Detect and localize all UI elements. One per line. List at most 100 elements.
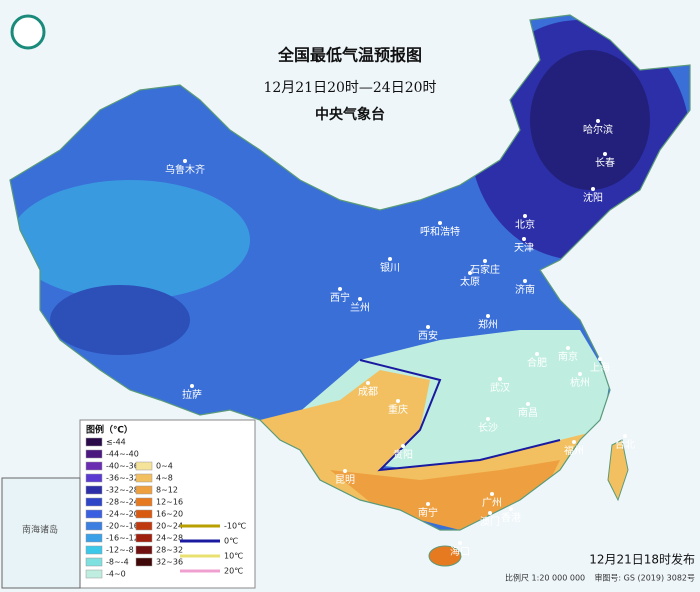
legend-swatch <box>135 521 153 531</box>
legend-swatch <box>85 437 103 447</box>
city-dot <box>401 444 405 448</box>
legend-label: -36~-32 <box>106 474 139 483</box>
legend-label: -44~-40 <box>106 450 139 459</box>
city-dot <box>488 511 492 515</box>
city-label: 武汉 <box>490 381 510 394</box>
legend-swatch <box>135 545 153 555</box>
city-dot <box>338 287 342 291</box>
legend-swatch <box>135 473 153 483</box>
city-dot <box>426 325 430 329</box>
city-label: 福州 <box>564 444 584 457</box>
legend-label: -20~-16 <box>106 522 139 531</box>
city-label: 呼和浩特 <box>420 226 460 238</box>
city-label: 济南 <box>515 283 535 296</box>
legend-swatch <box>135 497 153 507</box>
city-label: 昆明 <box>335 474 355 486</box>
city-label: 澳门 <box>480 515 500 528</box>
city-label: 海口 <box>450 545 470 558</box>
legend-label: 0~4 <box>156 462 173 471</box>
city-dot <box>522 237 526 241</box>
city-dot <box>343 469 347 473</box>
legend-label: 16~20 <box>156 510 183 519</box>
legend-label: 32~36 <box>156 558 183 567</box>
legend-line-label: 0℃ <box>224 537 238 546</box>
city-dot <box>603 152 607 156</box>
legend-label: 12~16 <box>156 498 183 507</box>
issued: 12月21日18时发布 <box>589 552 695 567</box>
legend-swatch <box>135 461 153 471</box>
legend-label: 20~24 <box>156 522 183 531</box>
city-label: 太原 <box>460 275 480 288</box>
legend-swatch <box>85 449 103 459</box>
legend-label: ≤-44 <box>106 438 126 447</box>
city-label: 台北 <box>615 438 635 451</box>
legend-swatch <box>135 557 153 567</box>
city-dot <box>366 381 370 385</box>
legend-swatch <box>85 521 103 531</box>
city-label: 拉萨 <box>182 388 202 401</box>
city-dot <box>591 187 595 191</box>
city-label: 合肥 <box>527 356 547 369</box>
city-label: 银川 <box>380 261 400 274</box>
scale: 比例尺 1:20 000 000 <box>505 573 585 583</box>
legend-label: -32~-28 <box>106 486 139 495</box>
legend-swatch <box>85 569 103 579</box>
legend-swatch <box>85 485 103 495</box>
city-label: 郑州 <box>478 318 498 331</box>
city-label: 长春 <box>595 157 615 169</box>
legend-label: -12~-8 <box>106 546 134 555</box>
city-dot <box>509 507 513 511</box>
legend-swatch <box>135 509 153 519</box>
city-dot <box>596 119 600 123</box>
legend-label: 8~12 <box>156 486 178 495</box>
city-dot <box>396 399 400 403</box>
legend-label: -40~-36 <box>106 462 139 471</box>
review: 审图号: GS (2019) 3082号 <box>594 573 695 583</box>
city-label: 广州 <box>482 497 502 509</box>
city-dot <box>458 541 462 545</box>
city-dot <box>578 372 582 376</box>
city-label: 沈阳 <box>583 191 603 204</box>
city-dot <box>438 221 442 225</box>
legend: ≤-44 -44~-40 -40~-36 -36~-32 -32~-28 -28~-24 -… <box>85 437 246 579</box>
agency: 中央气象台 <box>315 106 385 123</box>
city-label: 重庆 <box>388 403 408 416</box>
legend-swatch <box>85 557 103 567</box>
city-dot <box>468 271 472 275</box>
subtitle: 12月21日20时—24日20时 <box>263 80 436 96</box>
city-dot <box>183 159 187 163</box>
city-dot <box>535 352 539 356</box>
legend-label: -28~-24 <box>106 498 139 507</box>
city-dot <box>426 502 430 506</box>
legend-title: 图例（℃） <box>86 424 133 436</box>
city-dot <box>523 214 527 218</box>
logo <box>10 14 46 50</box>
title: 全国最低气温预报图 <box>277 46 422 65</box>
city-dot <box>498 377 502 381</box>
legend-swatch <box>85 509 103 519</box>
city-label: 石家庄 <box>470 263 500 276</box>
city-dot <box>483 259 487 263</box>
legend-swatch <box>85 545 103 555</box>
city-dot <box>572 440 576 444</box>
city-dot <box>623 434 627 438</box>
city-dot <box>358 297 362 301</box>
legend-swatch <box>85 461 103 471</box>
legend-swatch <box>135 485 153 495</box>
city-label: 西安 <box>418 329 438 342</box>
city-dot <box>566 346 570 350</box>
legend-label: 28~32 <box>156 546 183 555</box>
legend-line-label: -10℃ <box>224 522 246 531</box>
taiwan <box>607 439 629 502</box>
inset-label: 南海诸岛 <box>22 524 58 536</box>
city-dot <box>526 402 530 406</box>
legend-swatch <box>85 473 103 483</box>
city-label: 成都 <box>358 386 378 398</box>
zero-isotherm <box>359 359 561 472</box>
city-label: 北京 <box>515 218 535 231</box>
city-label: 乌鲁木齐 <box>165 163 205 176</box>
city-label: 贵阳 <box>393 448 413 461</box>
city-label: 香港 <box>501 512 521 524</box>
legend-label: -24~-20 <box>106 510 139 519</box>
